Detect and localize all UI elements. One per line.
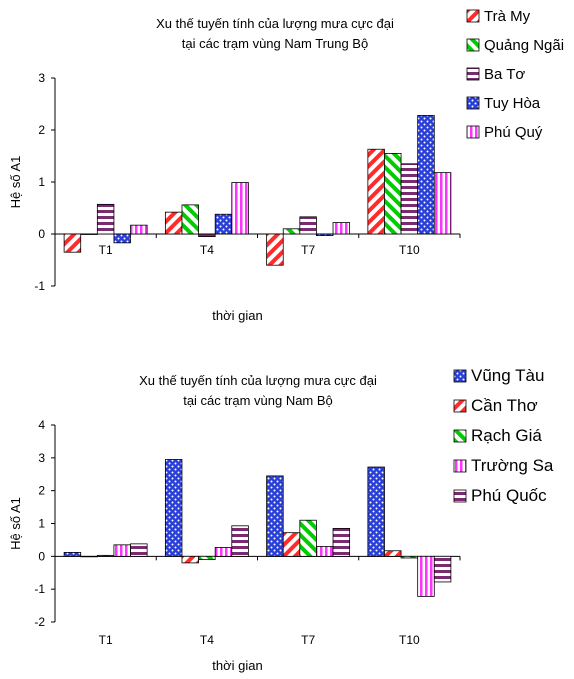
bar-T1-2 [96,554,115,557]
legend-swatch [466,9,480,23]
x-tick-label: T4 [200,243,214,257]
bar-T4-3 [214,213,233,235]
y-axis-label: Hệ số A1 [8,497,23,550]
legend-swatch [453,429,467,443]
legend-label: Cần Thơ [471,396,538,415]
bar-T10-0 [367,148,385,235]
x-tick-label: T7 [301,243,315,257]
bar-T10-1 [384,550,402,557]
x-axis-label: thời gian [212,658,262,673]
y-tick-label: -1 [34,582,45,596]
bar-T7-0 [266,233,284,266]
legend-swatch [453,399,467,413]
bar-T1-0 [63,233,82,253]
legend-label: Phú Quốc [471,486,547,505]
x-tick-label: T4 [200,633,214,647]
bar-T7-4 [332,528,351,557]
x-tick-label: T1 [99,633,113,647]
bar-T4-3 [214,547,233,557]
x-tick-label: T1 [99,243,113,257]
legend-label: Trà My [484,8,531,25]
y-tick-label: 1 [38,175,45,189]
legend-label: Ba Tơ [484,66,525,83]
bar-T4-0 [164,211,183,235]
bar-T1-4 [130,224,148,235]
bar-T7-3 [316,233,334,236]
bar-T4-0 [164,459,183,557]
bar-T1-0 [63,551,82,557]
x-tick-label: T7 [301,633,315,647]
bar-T7-4 [332,222,351,235]
legend-label: Tuy Hòa [484,95,541,112]
bar-T4-2 [198,233,216,237]
chart-nam-trung-bo: Xu thế tuyến tính của lượng mưa cực đại t… [8,8,564,323]
bar-T4-2 [198,555,216,561]
y-tick-label: 3 [38,451,45,465]
bar-T1-1 [80,555,98,558]
chart-nam-bo: Xu thế tuyến tính của lượng mưa cực đại t… [8,366,554,673]
legend-label: Vũng Tàu [471,366,544,385]
bar-T10-3 [417,555,435,597]
bar-T10-1 [384,152,402,235]
legend-swatch [466,125,480,139]
bar-T7-1 [282,228,301,235]
bar-T1-2 [96,203,115,235]
y-tick-label: 4 [38,418,45,432]
legend-label: Trường Sa [471,456,554,475]
x-tick-label: T10 [399,633,420,647]
bar-T4-4 [231,525,249,557]
y-tick-label: 0 [38,227,45,241]
y-tick-label: 2 [38,484,45,498]
x-axis-label: thời gian [212,308,262,323]
x-tick-label: T10 [399,243,420,257]
bar-T10-0 [367,466,385,557]
y-tick-label: 2 [38,123,45,137]
bar-T1-1 [80,233,98,235]
legend-swatch [466,67,480,81]
bar-T10-2 [400,163,419,235]
bar-T7-2 [299,216,317,235]
chart-title: Xu thế tuyến tính của lượng mưa cực đại t… [156,16,394,51]
legend-label: Quảng Ngãi [484,37,564,54]
legend-swatch [466,38,480,52]
legend-swatch [466,96,480,110]
bar-T10-3 [417,115,435,235]
bar-T1-4 [130,543,148,557]
bar-T7-2 [299,519,317,557]
bar-T1-3 [113,233,131,244]
legend-label: Rạch Giá [471,426,542,445]
y-axis-label: Hệ số A1 [8,156,23,209]
y-tick-label: -2 [34,615,45,629]
bar-T10-4 [433,172,452,235]
legend-swatch [453,459,467,473]
bar-T10-2 [400,555,419,559]
bar-T10-4 [433,555,452,583]
bar-T4-1 [181,555,199,564]
legend-swatch [453,489,467,503]
chart-title: Xu thế tuyến tính của lượng mưa cực đại t… [139,373,377,408]
y-tick-label: -1 [34,279,45,293]
legend-label: Phú Quý [484,124,543,141]
y-tick-label: 3 [38,71,45,85]
legend-swatch [453,369,467,383]
bar-T4-4 [231,182,249,235]
y-tick-label: 1 [38,517,45,531]
bar-T7-0 [266,475,284,557]
bar-T4-1 [181,204,199,235]
bar-T7-3 [316,546,334,557]
y-tick-label: 0 [38,549,45,563]
bar-T7-1 [282,532,301,557]
bar-T1-3 [113,544,131,557]
